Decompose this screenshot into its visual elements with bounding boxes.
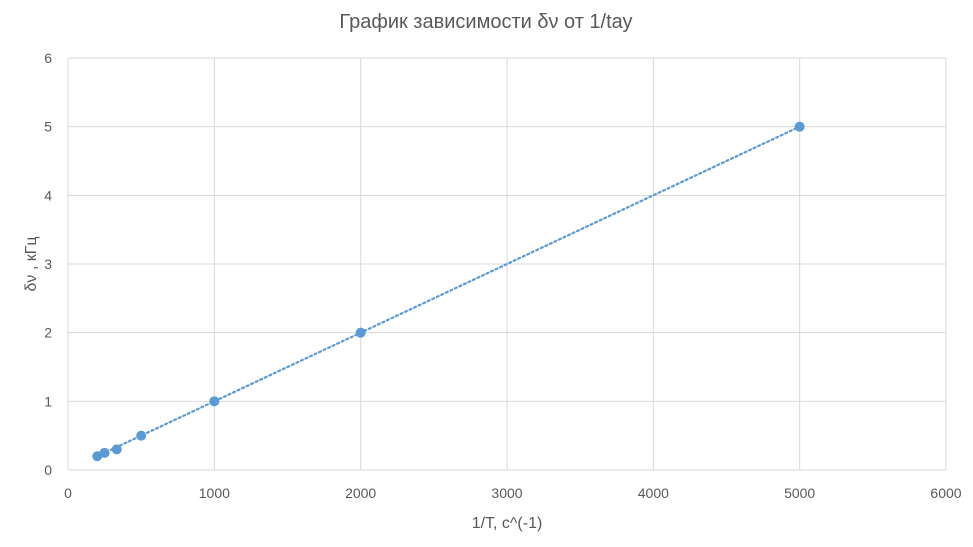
y-tick-label: 0 — [44, 462, 52, 478]
x-tick-label: 0 — [64, 485, 72, 501]
y-tick-label: 5 — [44, 119, 52, 135]
data-point — [209, 396, 220, 407]
data-points — [92, 121, 805, 462]
x-tick-label: 2000 — [345, 485, 376, 501]
y-axis-title: δν , кГц — [23, 236, 40, 291]
y-axis-ticks: 0 1 2 3 4 5 6 — [44, 50, 52, 478]
trendline-layer — [96, 125, 801, 458]
data-point — [794, 121, 805, 132]
chart-title: График зависимости δν от 1/tау — [339, 11, 632, 33]
y-tick-label: 4 — [44, 187, 52, 203]
x-tick-label: 3000 — [491, 485, 522, 501]
x-tick-label: 4000 — [638, 485, 669, 501]
y-tick-label: 2 — [44, 325, 52, 341]
data-point — [355, 327, 366, 338]
x-tick-label: 5000 — [784, 485, 815, 501]
data-point — [136, 430, 147, 441]
x-axis-title: 1/T, c^(-1) — [472, 515, 543, 532]
x-tick-label: 6000 — [930, 485, 961, 501]
data-point — [111, 444, 122, 455]
y-tick-label: 3 — [44, 256, 52, 272]
y-tick-label: 6 — [44, 50, 52, 66]
x-tick-label: 1000 — [199, 485, 230, 501]
linear-trendline — [96, 125, 801, 458]
x-axis-ticks: 0 1000 2000 3000 4000 5000 6000 — [64, 485, 962, 501]
data-point — [99, 447, 110, 458]
y-tick-label: 1 — [44, 393, 52, 409]
